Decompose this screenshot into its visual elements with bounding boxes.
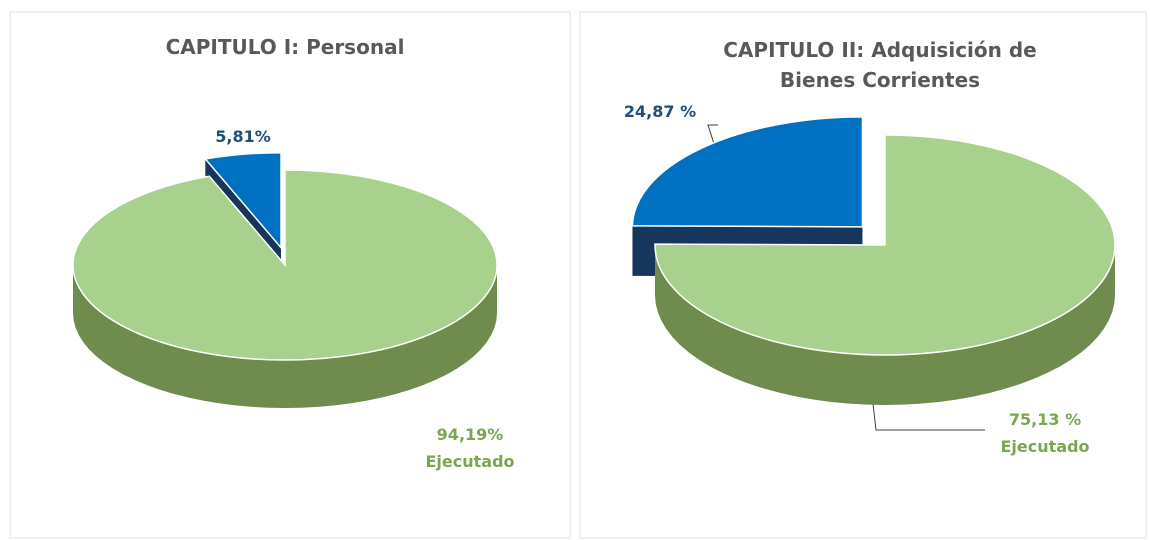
slice bbox=[72, 169, 498, 361]
slice-side bbox=[73, 265, 497, 408]
slice-side bbox=[655, 245, 1115, 405]
value-label: 24,87 % bbox=[624, 102, 696, 121]
panel bbox=[579, 11, 1147, 539]
panel bbox=[9, 11, 571, 539]
value-label: 75,13 % bbox=[1009, 410, 1081, 429]
category-label: Ejecutado bbox=[1000, 437, 1089, 456]
chart-title: CAPITULO I: Personal bbox=[165, 35, 405, 59]
leader-line bbox=[707, 124, 718, 151]
value-label: 5,81% bbox=[215, 127, 271, 146]
slice bbox=[654, 134, 1116, 356]
value-label: 94,19% bbox=[437, 425, 504, 444]
category-label: Ejecutado bbox=[425, 452, 514, 471]
slice bbox=[631, 116, 864, 228]
chart-title: CAPITULO II: Adquisición de Bienes Corri… bbox=[723, 38, 1037, 92]
slice bbox=[203, 151, 282, 250]
